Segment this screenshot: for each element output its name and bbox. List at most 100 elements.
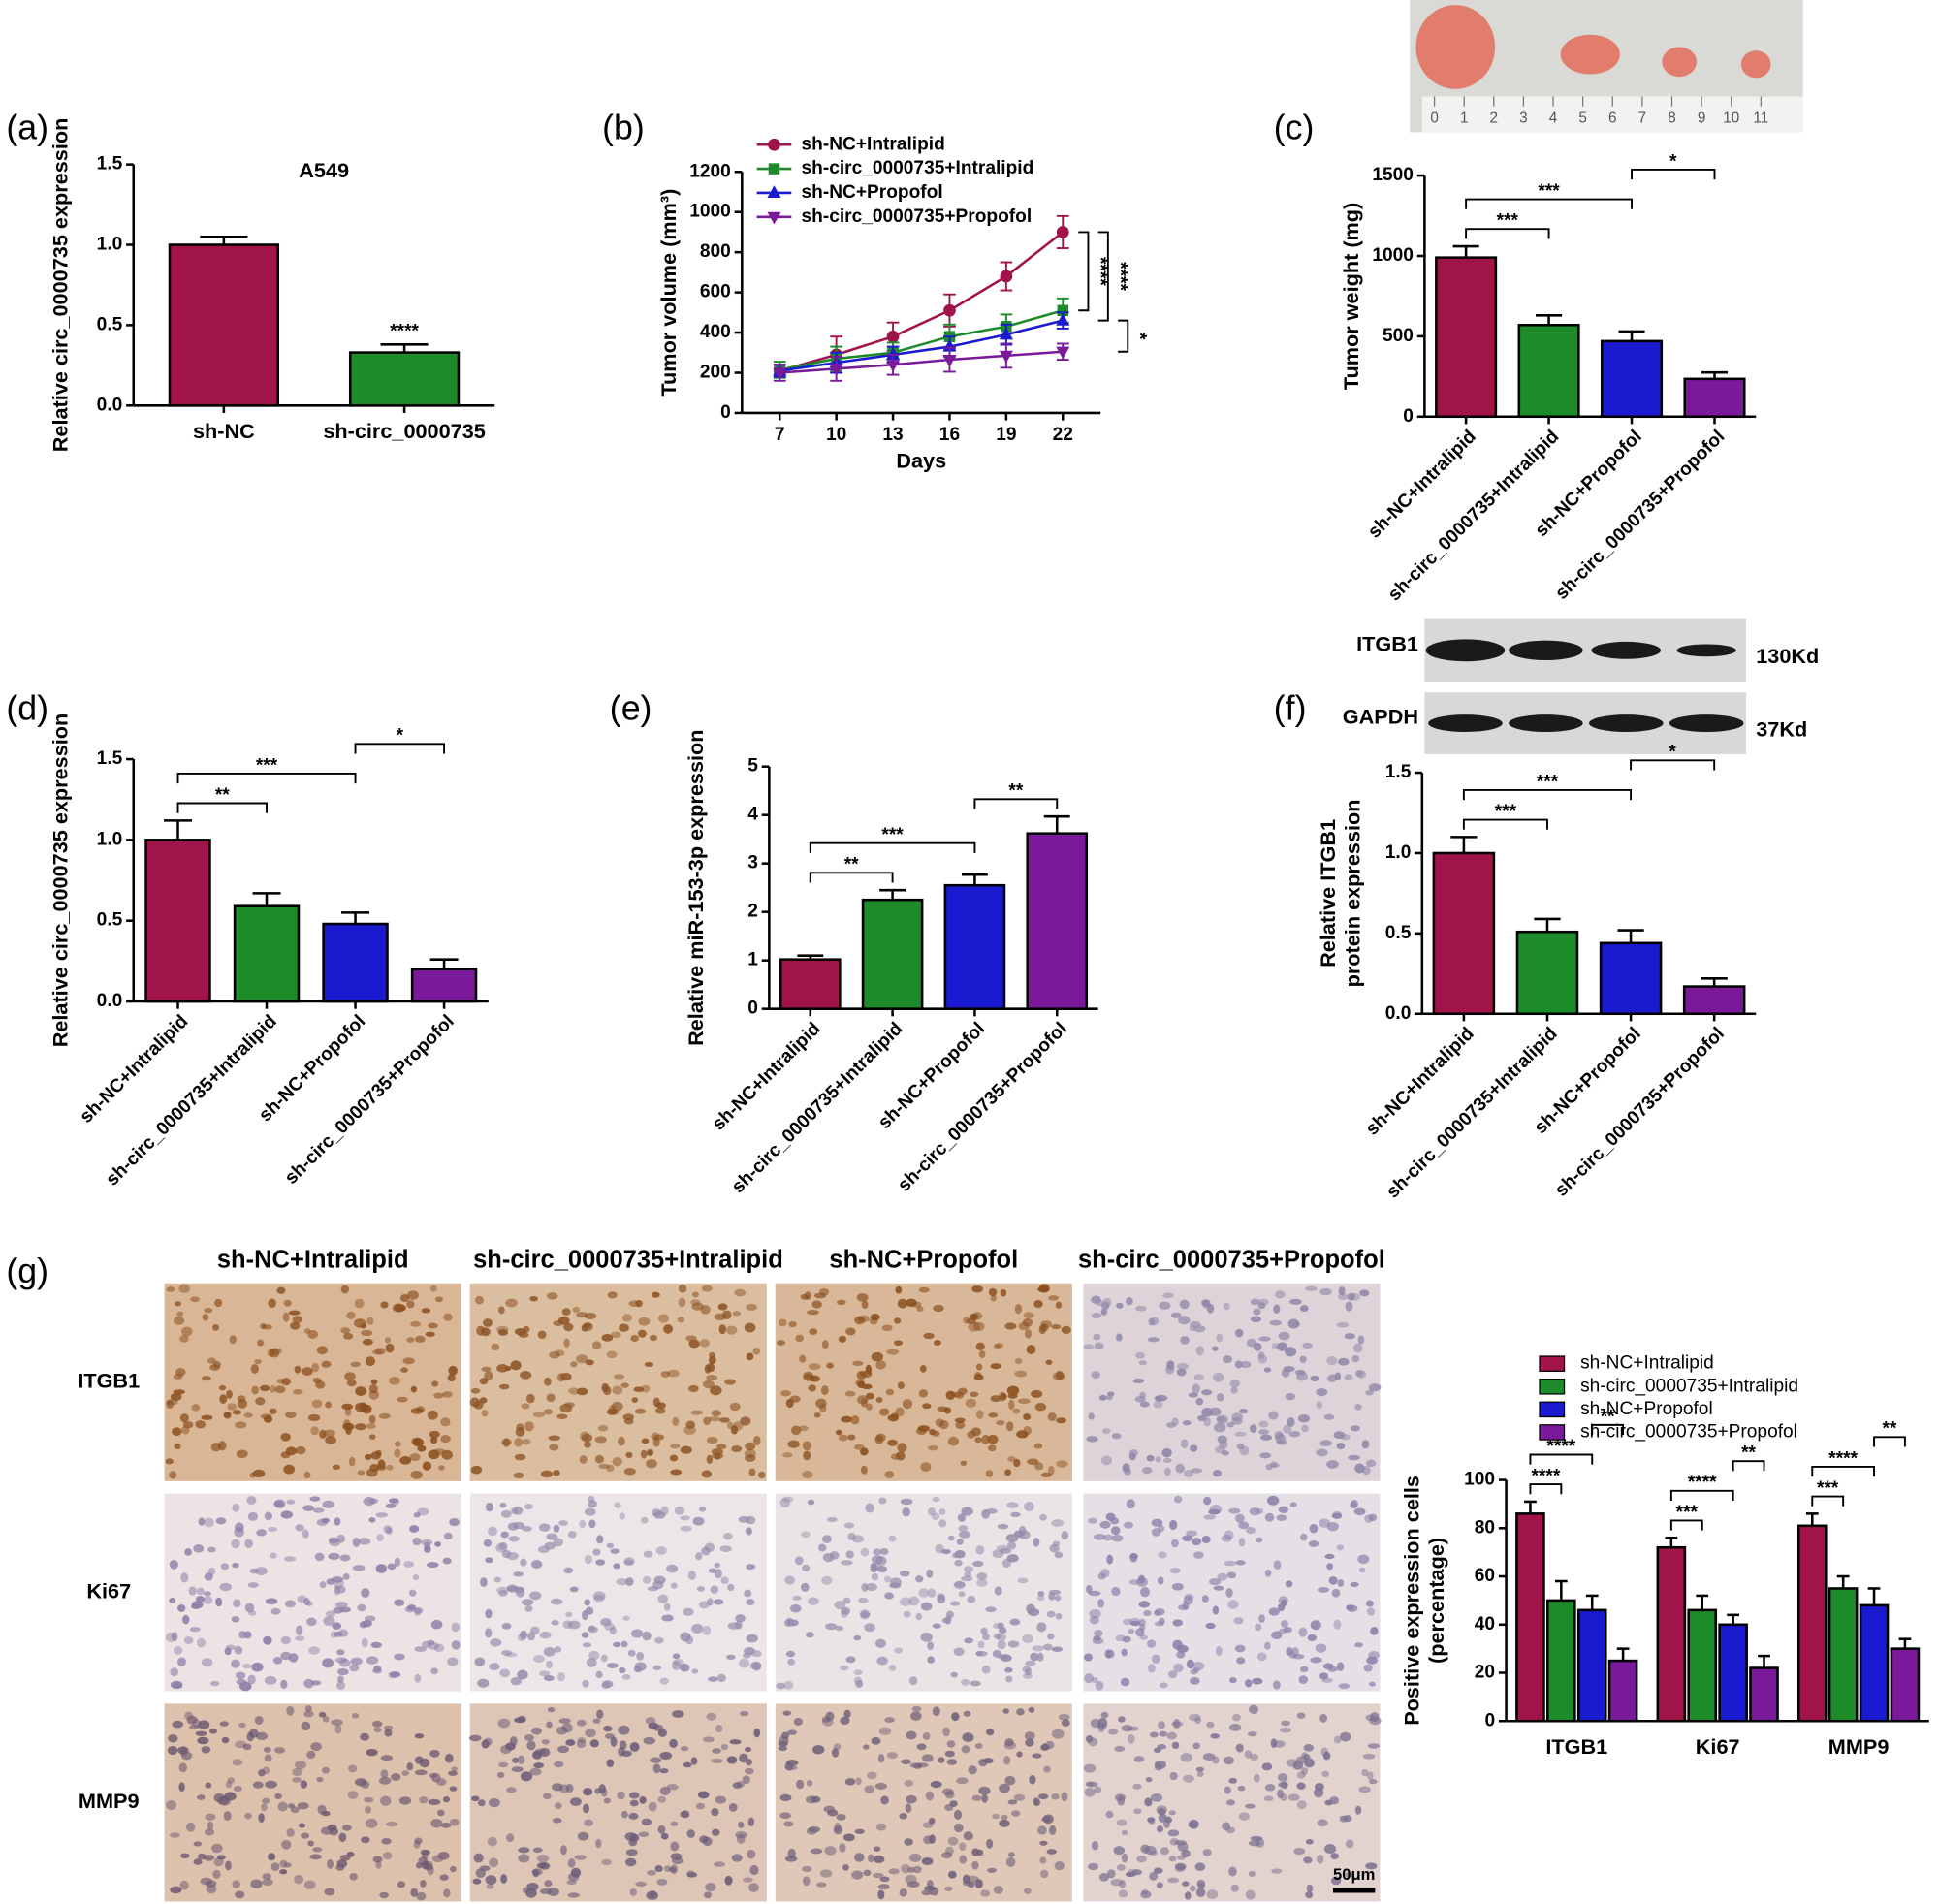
ihc-nucleus: [1090, 1718, 1101, 1729]
ihc-nucleus: [368, 1390, 380, 1400]
ihc-nucleus: [1368, 1383, 1382, 1392]
ihc-nucleus: [256, 1529, 268, 1537]
ihc-nucleus: [954, 1550, 966, 1559]
ihc-nucleus: [1354, 1403, 1362, 1411]
significance-bracket: [1631, 169, 1716, 180]
ihc-nucleus: [699, 1339, 710, 1348]
ihc-nucleus: [252, 1781, 264, 1789]
ihc-nucleus: [277, 1801, 288, 1812]
ihc-nucleus: [1291, 1647, 1299, 1657]
significance-bracket: [176, 802, 268, 813]
ihc-nucleus: [420, 1879, 427, 1888]
ihc-nucleus: [196, 1637, 207, 1648]
ihc-nucleus: [1357, 1335, 1365, 1345]
ihc-nucleus: [877, 1753, 885, 1763]
ihc-nucleus: [606, 1350, 618, 1359]
ihc-nucleus: [499, 1502, 507, 1508]
ihc-nucleus: [1189, 1819, 1199, 1829]
y-tick-label: 1.5: [1385, 762, 1412, 782]
ihc-nucleus: [708, 1355, 716, 1365]
ihc-nucleus: [1149, 1850, 1158, 1856]
ihc-nucleus: [181, 1326, 193, 1337]
ihc-nucleus: [1249, 1507, 1260, 1516]
ihc-nucleus: [1177, 1841, 1189, 1852]
ihc-nucleus: [582, 1642, 592, 1648]
ihc-nucleus: [258, 1768, 266, 1777]
ihc-nucleus: [509, 1736, 518, 1746]
y-tick-label: 80: [1475, 1517, 1495, 1538]
ihc-nucleus: [680, 1810, 689, 1819]
ihc-nucleus: [1138, 1601, 1151, 1608]
ihc-nucleus: [263, 1415, 273, 1423]
ihc-nucleus: [885, 1388, 895, 1396]
ihc-nucleus: [736, 1833, 746, 1844]
ihc-nucleus: [225, 1860, 232, 1871]
ruler-label: 10: [1723, 110, 1739, 126]
ihc-nucleus: [970, 1680, 981, 1687]
ihc-nucleus: [1277, 1773, 1288, 1782]
ihc-nucleus: [660, 1371, 671, 1378]
ihc-nucleus: [959, 1842, 967, 1852]
ihc-nucleus: [565, 1739, 576, 1746]
ihc-nucleus: [835, 1626, 844, 1632]
ihc-nucleus: [1296, 1800, 1307, 1810]
marker: [942, 354, 957, 367]
bar: [1687, 1608, 1718, 1723]
ihc-nucleus: [680, 1525, 692, 1532]
ihc-nucleus: [301, 1832, 310, 1839]
ihc-nucleus: [726, 1325, 738, 1335]
ihc-nucleus: [1240, 1360, 1252, 1369]
ihc-nucleus: [731, 1445, 743, 1452]
ihc-nucleus: [562, 1620, 573, 1630]
ihc-nucleus: [967, 1595, 976, 1603]
ihc-nucleus: [292, 1767, 302, 1777]
ihc-nucleus: [399, 1456, 412, 1465]
ihc-nucleus: [231, 1539, 240, 1549]
ihc-nucleus: [198, 1517, 206, 1526]
ihc-nucleus: [841, 1560, 853, 1566]
ihc-nucleus: [1233, 1617, 1244, 1625]
ihc-nucleus: [1013, 1458, 1021, 1468]
ihc-nucleus: [1221, 1534, 1232, 1542]
ihc-nucleus: [1330, 1876, 1342, 1886]
y-tick-label: 0: [1403, 406, 1414, 427]
ihc-nucleus: [884, 1575, 892, 1583]
ihc-nucleus: [422, 1461, 432, 1471]
ihc-nucleus: [964, 1566, 974, 1572]
ihc-nucleus: [1217, 1572, 1228, 1581]
ihc-nucleus: [748, 1883, 759, 1892]
ihc-nucleus: [1133, 1756, 1145, 1762]
ihc-nucleus: [592, 1591, 606, 1601]
ihc-nucleus: [322, 1715, 330, 1723]
ihc-nucleus: [982, 1634, 990, 1641]
ihc-nucleus: [826, 1516, 838, 1523]
ihc-nucleus: [546, 1721, 553, 1729]
ihc-nucleus: [1211, 1346, 1219, 1351]
ihc-nucleus: [671, 1856, 683, 1865]
ihc-nucleus: [875, 1360, 886, 1370]
ihc-nucleus: [514, 1453, 526, 1461]
ihc-nucleus: [1308, 1540, 1319, 1547]
ihc-nucleus: [186, 1715, 198, 1725]
significance-bracket: [1465, 228, 1550, 239]
ihc-nucleus: [500, 1649, 512, 1656]
ihc-nucleus: [310, 1741, 322, 1752]
ihc-nucleus: [863, 1744, 870, 1750]
ihc-nucleus: [779, 1793, 792, 1802]
ihc-nucleus: [869, 1317, 878, 1325]
ihc-nucleus: [410, 1320, 422, 1327]
ihc-nucleus: [354, 1778, 367, 1787]
ihc-nucleus: [532, 1750, 543, 1760]
ihc-nucleus: [371, 1720, 383, 1728]
ihc-nucleus: [1029, 1774, 1036, 1785]
ihc-nucleus: [321, 1766, 330, 1774]
ihc-nucleus: [975, 1650, 983, 1657]
ihc-nucleus: [652, 1665, 661, 1670]
ihc-nucleus: [860, 1547, 870, 1557]
ihc-nucleus: [233, 1599, 241, 1608]
ihc-nucleus: [1193, 1551, 1204, 1559]
ihc-nucleus: [428, 1798, 441, 1806]
ihc-nucleus: [340, 1285, 349, 1294]
ihc-nucleus: [954, 1391, 965, 1399]
ihc-nucleus: [239, 1681, 252, 1692]
